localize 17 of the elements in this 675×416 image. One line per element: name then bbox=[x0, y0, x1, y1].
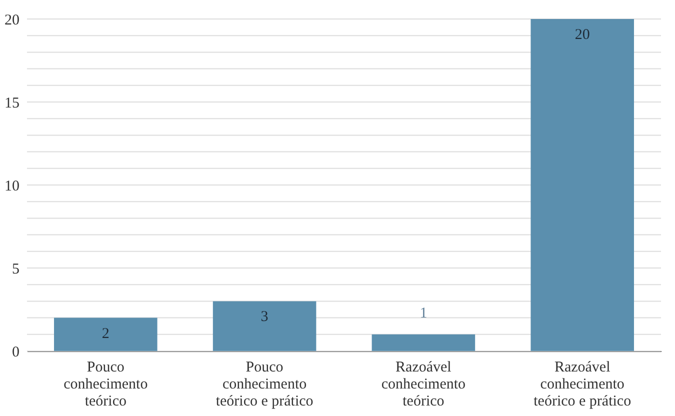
y-tick-label: 0 bbox=[12, 344, 20, 360]
x-tick-label: Pouco conhecimento teórico e prático bbox=[216, 360, 314, 410]
y-tick-label: 10 bbox=[4, 178, 20, 194]
x-tick-label: Pouco conhecimento teórico bbox=[64, 360, 148, 410]
bar bbox=[212, 301, 316, 351]
bar bbox=[530, 19, 634, 351]
data-label: 1 bbox=[420, 305, 428, 322]
bar bbox=[54, 318, 158, 351]
y-tick-label: 15 bbox=[4, 96, 20, 112]
data-label: 3 bbox=[260, 309, 268, 326]
bar bbox=[372, 334, 476, 351]
data-label: 2 bbox=[102, 326, 110, 342]
y-tick-label: 20 bbox=[4, 12, 20, 28]
x-tick-label: Razoável conhecimento teórico e prático bbox=[534, 360, 632, 410]
x-tick-label: Razoável conhecimento teórico bbox=[381, 360, 466, 410]
data-label: 20 bbox=[574, 27, 590, 43]
y-tick-label: 5 bbox=[12, 262, 20, 278]
